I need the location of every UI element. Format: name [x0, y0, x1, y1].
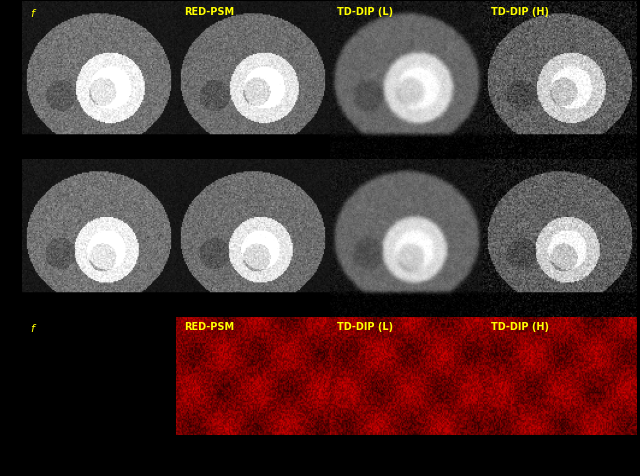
Text: TD-DIP (H): TD-DIP (H)	[491, 7, 549, 17]
Text: RED-PSM: RED-PSM	[184, 7, 234, 17]
Text: TD-DIP (L): TD-DIP (L)	[337, 7, 394, 17]
Text: $t = 0$: $t = 0$	[0, 69, 1, 93]
Text: $t = 0$: $t = 0$	[0, 227, 1, 250]
Text: TD-DIP (H): TD-DIP (H)	[491, 321, 549, 331]
Text: Fig. 10: Reconstructed frames for $P$=256 for retrospective dMRI: Fig. 10: Reconstructed frames for $P$=25…	[149, 457, 491, 471]
Text: $f$: $f$	[30, 7, 37, 19]
Text: $f$: $f$	[30, 321, 37, 333]
Text: $t = 0$: $t = 0$	[0, 365, 1, 388]
Text: RED-PSM: RED-PSM	[184, 321, 234, 331]
Text: TD-DIP (L): TD-DIP (L)	[337, 321, 394, 331]
